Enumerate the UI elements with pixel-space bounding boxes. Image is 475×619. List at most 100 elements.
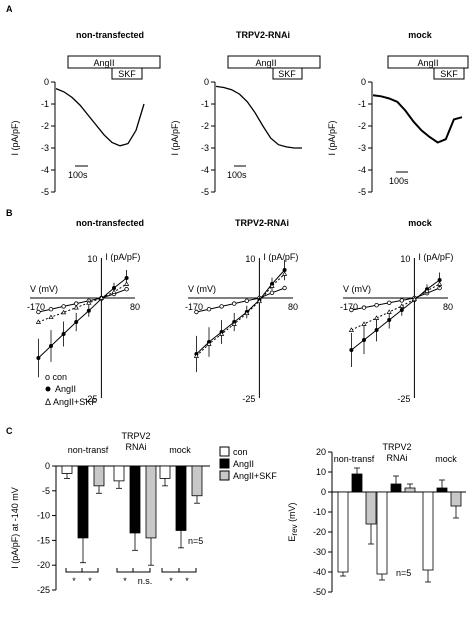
data-point <box>281 271 288 276</box>
y-max-label: 10 <box>400 254 410 264</box>
x-axis-label: V (mV) <box>188 284 216 294</box>
data-point <box>374 328 379 332</box>
row-b-iv-curves: non-transfected 10 I (pA/pF) V (mV) -170 80 -2… <box>27 218 453 407</box>
y-ticks: 20 10 0 -10 -20 -30 -40 -50 <box>313 447 332 597</box>
data-point <box>86 308 91 313</box>
y-tick-label: -3 <box>41 143 49 153</box>
data-point <box>74 320 79 324</box>
bar-angii-skf <box>93 465 105 487</box>
data-point <box>48 307 54 312</box>
y-ticks: 0 -1 -2 -3 -4 -5 <box>358 77 372 197</box>
n-label: n=5 <box>188 536 203 546</box>
skf-bar-label: SKF <box>440 69 458 79</box>
bar-group <box>61 465 203 566</box>
y-axis-label: I (pA/pF) <box>170 120 180 155</box>
y-axis-label: I (pA/pF) <box>418 252 453 262</box>
y-tick-label: -25 <box>37 585 50 595</box>
x-axis-label: V (mV) <box>30 284 58 294</box>
sig-label: * <box>185 576 189 586</box>
bar-angii <box>77 465 89 539</box>
legend-label-angii: AngII <box>233 459 254 469</box>
iv-series-line <box>38 277 127 359</box>
panel-c-erev-bars: 20 10 0 -10 -20 -30 -40 -50 Erev (mV) non-trans… <box>287 442 466 597</box>
data-point <box>399 303 405 308</box>
x-max-label: 80 <box>443 302 453 312</box>
data-point <box>244 310 250 316</box>
bar-angii-skf <box>365 491 377 525</box>
panel-a1-title: non-transfected <box>76 30 144 40</box>
panel-label-a: A <box>6 4 13 14</box>
data-point <box>86 300 92 305</box>
group-label-rnai: RNAi <box>125 442 146 452</box>
y-max-label: 10 <box>87 254 97 264</box>
y-tick-label: 0 <box>45 461 50 471</box>
iv-panel-title: TRPV2-RNAi <box>235 218 289 228</box>
data-point <box>349 348 354 352</box>
sig-label: * <box>169 576 173 586</box>
y-tick-label: -1 <box>41 99 49 109</box>
data-point <box>73 304 79 310</box>
y-tick-label: -5 <box>358 187 366 197</box>
y-axis-label: I (pA/pF) <box>327 120 337 155</box>
y-max-label: 10 <box>245 254 255 264</box>
legend-swatch-con <box>219 446 230 457</box>
iv-panel: TRPV2-RNAi 10 I (pA/pF) V (mV) -170 80 -25 <box>185 218 298 404</box>
data-point <box>348 327 355 332</box>
sig-label: n.s. <box>138 576 153 586</box>
data-point <box>218 331 225 336</box>
time-scale-label: 100s <box>389 176 409 186</box>
data-point <box>349 307 354 313</box>
sig-label: * <box>88 576 92 586</box>
legend-label-angii: AngII <box>55 384 76 394</box>
n-label: n=5 <box>396 568 411 578</box>
y-tick-label: -3 <box>358 143 366 153</box>
significance-bracket <box>116 568 151 573</box>
y-tick-label: -15 <box>37 535 50 545</box>
y-tick-label: -4 <box>201 165 209 175</box>
bar-angii-skf <box>191 465 203 497</box>
panel-label-b: B <box>6 208 13 218</box>
erev-subscript: rev <box>290 524 299 535</box>
panel-a3-title: mock <box>408 30 433 40</box>
angii-application-bar <box>387 55 469 69</box>
current-trace <box>372 94 463 144</box>
data-point <box>362 338 366 342</box>
data-point <box>123 281 130 286</box>
data-point <box>269 283 275 288</box>
erev-unit: (mV) <box>287 502 297 524</box>
y-tick-label: -30 <box>313 547 326 557</box>
current-trace <box>215 85 302 149</box>
x-axis-label: V (mV) <box>343 284 371 294</box>
y-ticks: 0 -1 -2 -3 -4 -5 <box>41 77 55 197</box>
iv-panel-title: mock <box>408 218 433 228</box>
bar-con <box>61 465 73 474</box>
iv-legend: o con AngII Δ AngII+SKF <box>45 372 97 407</box>
x-min-label: -170 <box>340 302 358 312</box>
y-axis-label: I (pA/pF) <box>263 252 298 262</box>
group-label-mock: mock <box>435 454 457 464</box>
panel-c-current-bars: 0 -5 -10 -15 -20 -25 I (pA/pF) at -140 mV non… <box>10 431 210 595</box>
data-point <box>36 309 41 315</box>
significance-bracket <box>161 568 197 573</box>
bar-con <box>376 491 388 575</box>
data-point <box>374 303 379 308</box>
iv-series-line <box>196 269 285 355</box>
iv-panel: non-transfected 10 I (pA/pF) V (mV) -170 80 -2… <box>27 218 144 404</box>
data-point <box>269 290 275 295</box>
data-point <box>35 319 42 324</box>
y-min-label: -25 <box>84 394 97 404</box>
data-point <box>36 356 41 360</box>
y-min-label: -25 <box>397 394 410 404</box>
bar-angii <box>129 465 141 534</box>
legend-swatch-angii <box>219 458 230 469</box>
data-point <box>386 309 392 314</box>
group-label-trpv2: TRPV2 <box>121 431 150 441</box>
significance-bracket <box>65 568 99 573</box>
y-tick-label: 0 <box>44 77 49 87</box>
legend-label-skf: AngII+SKF <box>233 471 277 481</box>
data-point <box>411 296 418 302</box>
panel-a2-title: TRPV2-RNAi <box>236 30 290 40</box>
y-axis-label: I (pA/pF) at -140 mV <box>10 487 20 569</box>
y-tick-label: 0 <box>361 77 366 87</box>
y-tick-label: 0 <box>204 77 209 87</box>
